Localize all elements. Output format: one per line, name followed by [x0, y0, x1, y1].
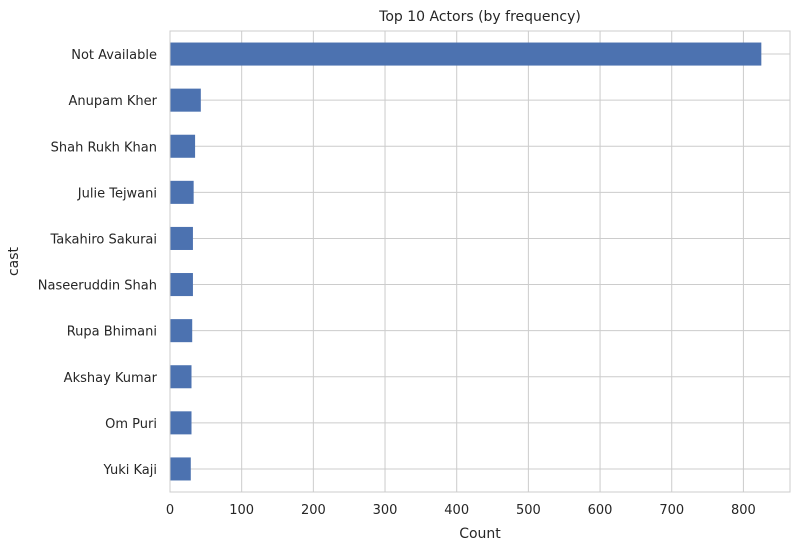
chart-title: Top 10 Actors (by frequency)	[378, 9, 581, 25]
bar	[170, 457, 191, 481]
x-tick-label: 700	[659, 503, 684, 518]
x-tick-label: 800	[731, 503, 756, 518]
x-tick-label: 500	[516, 503, 541, 518]
bar	[170, 88, 201, 112]
y-tick-label: Akshay Kumar	[64, 371, 158, 386]
y-tick-labels: Not Available Anupam Kher Shah Rukh Khan Ju…	[38, 48, 158, 478]
bar	[170, 365, 192, 389]
plot-frame	[169, 30, 791, 493]
bar	[170, 319, 193, 343]
bar	[170, 411, 192, 435]
bar	[170, 42, 762, 66]
y-axis-title: cast	[6, 246, 22, 276]
grid-lines	[169, 31, 790, 492]
y-tick-label: Not Available	[71, 48, 157, 63]
y-tick-label: Yuki Kaji	[103, 463, 157, 478]
y-tick-label: Shah Rukh Khan	[51, 140, 157, 155]
bar	[170, 226, 193, 250]
x-tick-label: 0	[166, 503, 174, 518]
x-tick-labels: 0 100 200 300 400 500 600 700 800	[166, 503, 756, 518]
bar	[170, 180, 194, 204]
x-tick-label: 600	[588, 503, 613, 518]
y-tick-label: Julie Tejwani	[77, 186, 157, 201]
x-tick-label: 200	[301, 503, 326, 518]
bar	[170, 273, 193, 297]
y-tick-label: Naseeruddin Shah	[38, 279, 157, 294]
y-tick-label: Om Puri	[105, 417, 157, 432]
x-tick-label: 100	[229, 503, 254, 518]
x-axis-title: Count	[459, 526, 501, 542]
x-tick-label: 300	[373, 503, 398, 518]
y-tick-label: Rupa Bhimani	[67, 325, 157, 340]
bar	[170, 134, 196, 158]
y-tick-label: Takahiro Sakurai	[49, 232, 157, 247]
x-tick-label: 400	[444, 503, 469, 518]
bars	[170, 42, 762, 481]
y-tick-label: Anupam Kher	[69, 94, 158, 109]
